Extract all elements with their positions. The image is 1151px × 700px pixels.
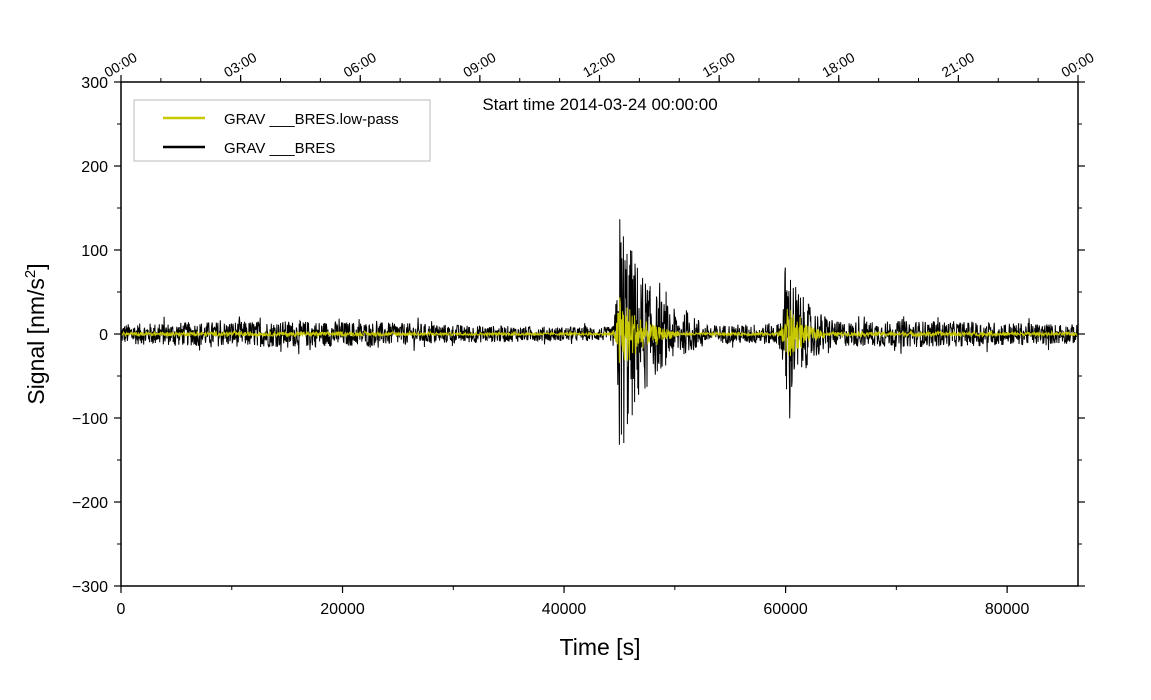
x-tick-label: 0 bbox=[117, 601, 126, 618]
y-tick-label: −200 bbox=[72, 495, 108, 512]
x-tick-label: 80000 bbox=[985, 601, 1030, 618]
x-axis-label: Time [s] bbox=[560, 634, 641, 660]
y-tick-label: 0 bbox=[99, 327, 108, 344]
y-tick-label: −300 bbox=[72, 579, 108, 596]
series-line-grav-bres bbox=[120, 219, 1079, 445]
x-tick-label: 60000 bbox=[763, 601, 808, 618]
x-tick-label: 20000 bbox=[320, 601, 365, 618]
y-tick-label: 100 bbox=[81, 243, 108, 260]
series-line-grav-bres-low-pass bbox=[120, 297, 1079, 364]
legend-label-lowpass: GRAV ___BRES.low-pass bbox=[224, 111, 399, 128]
legend: GRAV ___BRES.low-pass GRAV ___BRES bbox=[133, 99, 431, 162]
x-tick-label: 40000 bbox=[542, 601, 587, 618]
chart-title: Start time 2014-03-24 00:00:00 bbox=[482, 95, 717, 114]
y-tick-label: 200 bbox=[81, 159, 108, 176]
legend-box bbox=[133, 99, 431, 162]
y-axis-label: Signal [nm/s2] bbox=[22, 263, 49, 404]
y-tick-label: −100 bbox=[72, 411, 108, 428]
y-tick-label: 300 bbox=[81, 75, 108, 92]
legend-label-raw: GRAV ___BRES bbox=[224, 140, 335, 157]
